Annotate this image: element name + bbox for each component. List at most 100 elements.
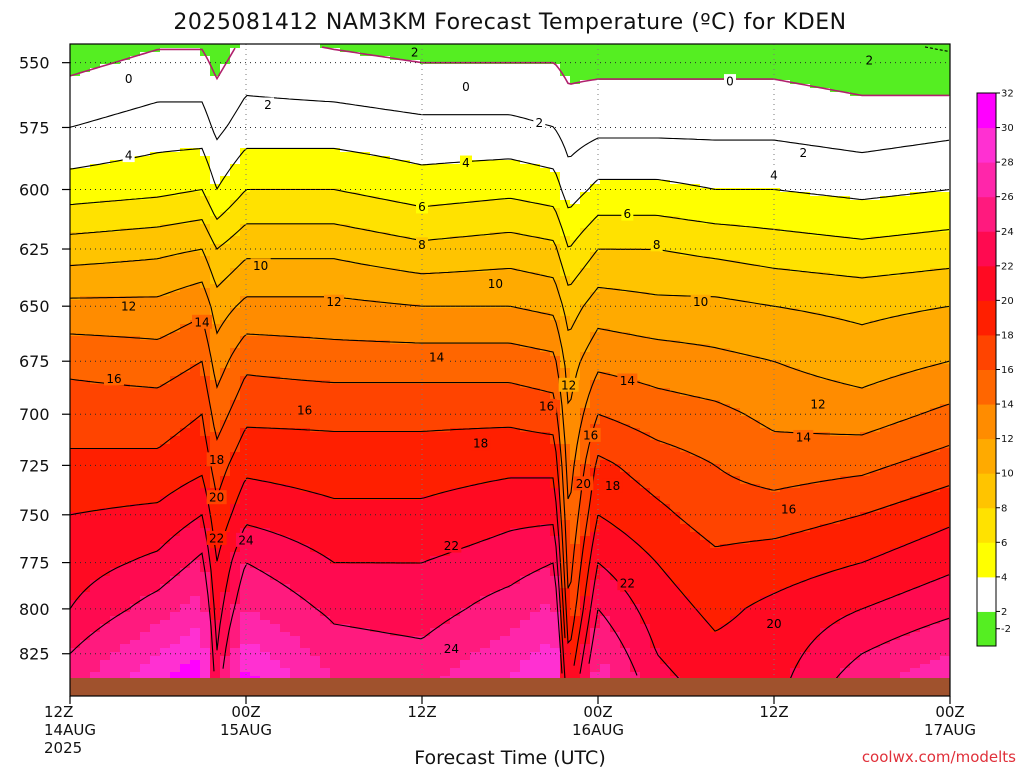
x-tick-label: 15AUG	[220, 721, 272, 739]
contour-line-10	[70, 248, 950, 332]
y-tick-label: 575	[19, 118, 50, 137]
x-tick-label: 14AUG	[44, 721, 96, 739]
contour-label-24: 24	[238, 533, 253, 547]
contour-label-8: 8	[653, 238, 661, 252]
contour-label-4: 4	[462, 156, 470, 170]
contour-label-24: 24	[444, 642, 459, 656]
contour-label-bg	[118, 299, 139, 314]
contour-label-bg	[650, 237, 663, 252]
contour-label-6: 6	[418, 200, 426, 214]
contour-label-bg	[408, 45, 421, 60]
contour-label-0: 0	[462, 80, 470, 94]
contour-label-bg	[426, 349, 447, 364]
contour-label-bg	[621, 206, 634, 221]
x-tick-label: 00Z	[935, 703, 964, 721]
contour-label-10: 10	[488, 277, 503, 291]
contour-line-0	[70, 46, 949, 97]
colorbar-swatch	[977, 507, 996, 543]
colorbar-label: 22	[1001, 261, 1014, 272]
colorbar-swatch	[977, 438, 996, 474]
colorbar-label: 28	[1001, 158, 1014, 169]
y-tick-label: 725	[19, 456, 50, 475]
contour-label-20: 20	[209, 491, 224, 505]
contour-line-8	[70, 218, 950, 286]
contour-label-bg	[797, 145, 810, 160]
colorbar-swatch	[977, 576, 996, 612]
contour-label-12: 12	[561, 378, 576, 392]
colorbar-swatch	[977, 127, 996, 163]
contour-label-2: 2	[411, 46, 419, 60]
contour-label-bg	[416, 237, 428, 252]
contour-label-bg	[768, 167, 780, 182]
contour-label-2: 2	[800, 146, 808, 160]
colorbar-label: 32	[1001, 89, 1014, 100]
x-tick-label: 12Z	[44, 703, 73, 721]
contour-label-bg	[460, 155, 472, 170]
colorbar-label: 24	[1001, 227, 1014, 238]
contour-label-18: 18	[209, 453, 224, 467]
colorbar-label: 2	[1001, 607, 1007, 618]
contour-label-14: 14	[620, 374, 635, 388]
contour-label-bg	[690, 294, 711, 309]
contour-label-20: 20	[766, 617, 781, 631]
contour-label-12: 12	[810, 397, 825, 411]
contour-label-18: 18	[605, 479, 620, 493]
x-tick-label: 12Z	[407, 703, 436, 721]
contour-label-bg	[558, 377, 579, 392]
contour-label-2: 2	[264, 98, 272, 112]
contour-line-24	[70, 552, 950, 680]
contour-label-bg	[617, 576, 638, 591]
colorbar-label: 8	[1001, 503, 1007, 514]
contour-label-6: 6	[624, 207, 632, 221]
chart-title: 2025081412 NAM3KM Forecast Temperature (…	[173, 10, 846, 35]
colorbar-swatch	[977, 542, 996, 578]
contour-label-22: 22	[444, 539, 459, 553]
colorbar-label: 20	[1001, 296, 1014, 307]
contour-label-16: 16	[583, 428, 598, 442]
contour-label-bg	[416, 199, 428, 214]
ground-surface	[70, 678, 950, 696]
colorbar-swatch	[977, 93, 996, 129]
colorbar-swatch	[977, 404, 996, 440]
x-tick-label: 2025	[44, 739, 82, 757]
contour-label-10: 10	[693, 295, 708, 309]
contour-label-bg	[602, 478, 623, 493]
y-tick-label: 825	[19, 645, 50, 664]
colorbar-label: 14	[1001, 400, 1014, 411]
x-axis-title: Forecast Time (UTC)	[414, 747, 605, 768]
contour-label-bg	[460, 79, 472, 94]
contour-label-bg	[778, 501, 799, 516]
contour-label-bg	[724, 74, 736, 89]
contour-label-2: 2	[866, 54, 874, 68]
contour-label-bg	[485, 276, 506, 291]
colorbar-swatch	[977, 196, 996, 232]
colorbar-swatch	[977, 369, 996, 405]
contour-label-bg	[441, 641, 462, 656]
x-tick-label: 16AUG	[572, 721, 624, 739]
contour-label-0: 0	[726, 75, 734, 89]
contour-label-14: 14	[429, 350, 444, 364]
contour-label-8: 8	[418, 238, 426, 252]
contour-label-bg	[441, 538, 462, 553]
contour-line-6	[70, 188, 950, 248]
contour-label-16: 16	[297, 404, 312, 418]
contour-label-bg	[573, 476, 594, 491]
contour-label-10: 10	[253, 259, 268, 273]
contour-label-bg	[262, 97, 274, 112]
contour-line-4	[70, 147, 950, 209]
y-tick-label: 600	[19, 181, 50, 200]
contour-label-bg	[122, 71, 135, 86]
contour-label-22: 22	[209, 531, 224, 545]
contour-label-4: 4	[125, 149, 133, 163]
colorbar-label: 4	[1001, 572, 1007, 583]
contour-label-bg	[470, 436, 491, 451]
x-tick-label: 00Z	[583, 703, 612, 721]
colorbar-swatch	[977, 162, 996, 198]
colorbar-label: 10	[1001, 469, 1014, 480]
contour-label-16: 16	[106, 372, 121, 386]
credit-link[interactable]: coolwx.com/modelts	[862, 748, 1016, 766]
contour-label-14: 14	[194, 315, 209, 329]
